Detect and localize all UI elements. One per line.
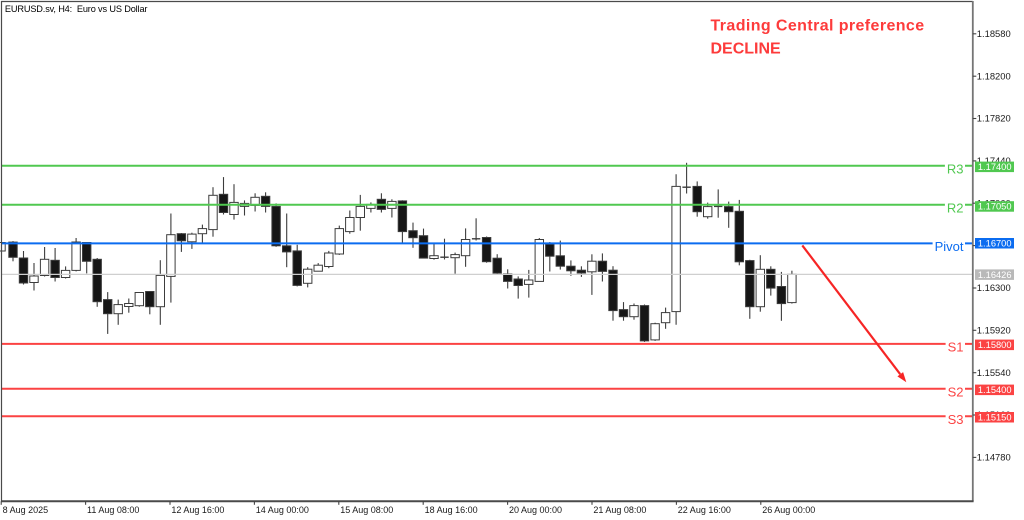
svg-text:22 Aug 16:00: 22 Aug 16:00 (678, 505, 731, 515)
svg-text:1.18580: 1.18580 (977, 28, 1011, 39)
svg-text:26 Aug 00:00: 26 Aug 00:00 (762, 505, 815, 515)
svg-text:EURUSD.sv, H4: Euro vs US Dol: EURUSD.sv, H4: Euro vs US Dollar (5, 4, 148, 14)
svg-text:12 Aug 16:00: 12 Aug 16:00 (171, 505, 224, 515)
svg-text:S2: S2 (948, 385, 964, 400)
svg-text:1.17050: 1.17050 (978, 202, 1012, 212)
svg-text:1.18200: 1.18200 (977, 70, 1011, 81)
svg-text:1.17820: 1.17820 (977, 113, 1011, 124)
svg-text:1.16426: 1.16426 (978, 270, 1012, 280)
svg-text:R2: R2 (947, 201, 964, 216)
svg-text:1.15400: 1.15400 (978, 385, 1012, 395)
svg-text:11 Aug 08:00: 11 Aug 08:00 (87, 505, 139, 515)
svg-text:8 Aug 2025: 8 Aug 2025 (3, 505, 49, 515)
svg-text:S1: S1 (948, 340, 964, 355)
svg-text:15 Aug 08:00: 15 Aug 08:00 (340, 505, 393, 515)
svg-text:1.15150: 1.15150 (978, 412, 1012, 422)
svg-text:1.15540: 1.15540 (977, 367, 1011, 378)
svg-text:Pivot: Pivot (935, 239, 964, 254)
svg-text:1.17440: 1.17440 (977, 155, 1011, 166)
svg-text:R3: R3 (947, 162, 964, 177)
svg-text:1.16300: 1.16300 (977, 282, 1011, 293)
svg-text:14 Aug 00:00: 14 Aug 00:00 (256, 505, 309, 515)
svg-text:21 Aug 08:00: 21 Aug 08:00 (593, 505, 646, 515)
svg-text:DECLINE: DECLINE (711, 40, 782, 57)
svg-text:Trading Central preference: Trading Central preference (711, 18, 925, 35)
svg-text:1.15920: 1.15920 (977, 324, 1011, 335)
svg-text:1.16700: 1.16700 (978, 238, 1012, 248)
svg-text:20 Aug 00:00: 20 Aug 00:00 (509, 505, 562, 515)
svg-text:1.15800: 1.15800 (978, 340, 1012, 350)
svg-text:S3: S3 (948, 412, 964, 427)
svg-text:18 Aug 16:00: 18 Aug 16:00 (425, 505, 478, 515)
svg-text:1.14780: 1.14780 (977, 452, 1011, 463)
svg-text:1.17400: 1.17400 (978, 162, 1012, 172)
